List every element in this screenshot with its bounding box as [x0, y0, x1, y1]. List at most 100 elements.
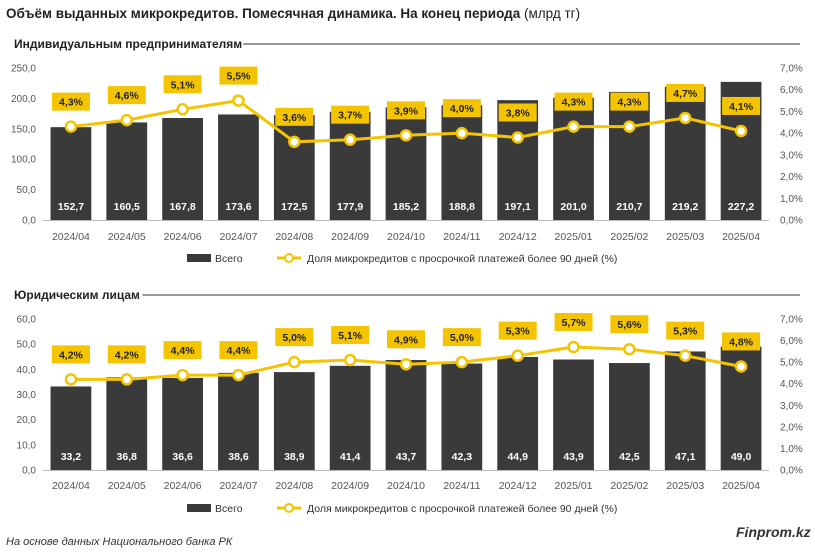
chart2-bar [162, 377, 203, 470]
chart2-share-label: 5,6% [617, 319, 642, 331]
chart1-share-point [511, 131, 524, 144]
chart1-share-label: 4,6% [115, 90, 140, 102]
chart2-x-tick-label: 2024/11 [443, 480, 480, 492]
chart1-y-tick-label: 0,0 [22, 216, 36, 227]
chart1-x-tick-label: 2024/10 [387, 231, 425, 243]
chart1-bar [664, 86, 706, 220]
chart2-bar-value-label: 44,9 [507, 451, 528, 463]
chart2-share-label-bg [554, 313, 593, 332]
chart2-share-label-bg [51, 345, 90, 364]
chart2-bar [609, 363, 650, 470]
chart1-share-label: 3,6% [282, 112, 307, 124]
chart1-bar [385, 107, 427, 220]
chart1-y2-tick-label: 0,0% [780, 216, 803, 227]
chart2-bar-value-label: 33,2 [61, 451, 82, 463]
chart2-bar [50, 386, 92, 470]
chart1-y2-tick-label: 2,0% [780, 172, 803, 183]
chart2-x-tick-label: 2025/01 [555, 480, 593, 492]
chart2-x-tick-label: 2024/06 [164, 480, 202, 492]
chart2-bar [441, 363, 483, 470]
chart2-x-tick-label: 2025/02 [610, 480, 648, 492]
chart2-share-point [399, 358, 413, 371]
chart2-share-label: 5,3% [506, 326, 531, 338]
chart2-bar [273, 372, 315, 470]
chart1-bar [50, 127, 92, 220]
chart2-share-point [343, 353, 357, 367]
chart1-share-label: 4,3% [562, 97, 587, 109]
chart2-legend-line-label: Доля микрокредитов с просрочкой платежей… [307, 503, 617, 515]
chart1-bar-value-label: 219,2 [672, 201, 698, 213]
chart1-share-point [678, 111, 692, 125]
chart1-x-tick-label: 2024/11 [443, 231, 480, 243]
chart2-share-point [64, 373, 78, 386]
chart2-bar-value-label: 42,3 [452, 451, 473, 463]
chart2-y-tick-label: 0,0 [22, 466, 36, 477]
chart1-legend-line-marker [284, 253, 294, 263]
chart2-share-label: 5,0% [450, 332, 475, 344]
chart2-y-tick-label: 10,0 [17, 440, 37, 451]
chart2-x-tick-label: 2025/03 [666, 480, 704, 492]
chart2-bar [664, 351, 706, 470]
chart2-bar [218, 372, 259, 470]
chart2-x-tick-label: 2024/12 [499, 480, 537, 492]
chart2-share-point [567, 340, 580, 354]
chart1-legend-bar-label: Всего [215, 253, 243, 265]
chart1-x-tick-label: 2024/05 [108, 231, 146, 243]
chart2-share-label: 4,2% [59, 349, 84, 361]
chart1-share-point [399, 129, 413, 142]
chart2-share-label: 4,4% [226, 345, 251, 357]
chart1-share-point [288, 135, 301, 149]
chart2-y2-tick-label: 7,0% [780, 315, 803, 326]
chart1-bar-value-label: 160,5 [114, 201, 140, 213]
chart2-bar-value-label: 38,6 [228, 451, 249, 463]
chart2-y2-tick-label: 6,0% [780, 336, 803, 347]
chart2-x-tick-label: 2024/05 [108, 480, 146, 492]
chart1-share-point [64, 120, 78, 133]
chart2-y-tick-label: 30,0 [17, 390, 37, 401]
chart2-bar [385, 360, 427, 470]
chart1-share-label: 4,7% [673, 88, 698, 100]
chart2-share-point [120, 373, 134, 386]
chart1-x-tick-label: 2025/02 [610, 231, 648, 243]
chart2-y2-tick-label: 0,0% [780, 466, 803, 477]
chart1-y2-tick-label: 4,0% [780, 129, 803, 140]
chart1-x-tick-label: 2024/12 [499, 231, 537, 243]
chart2-share-point [623, 342, 636, 356]
chart1-share-label: 5,5% [226, 71, 251, 83]
chart1-share-label-bg [387, 101, 425, 120]
chart1-bar [609, 91, 650, 220]
chart1-bar-value-label: 173,6 [225, 201, 251, 213]
chart1-bar-value-label: 210,7 [616, 201, 642, 213]
chart2-share-point [455, 355, 469, 369]
chart2-share-label-bg [442, 328, 481, 347]
chart1-bar-value-label: 152,7 [58, 201, 84, 213]
chart1-bar [162, 117, 203, 220]
chart2-bar-value-label: 38,9 [284, 451, 305, 463]
chart1-y-tick-label: 50,0 [17, 185, 37, 196]
page-title: Объём выданных микрокредитов. Помесячная… [6, 6, 580, 21]
chart1-share-point [623, 120, 636, 133]
chart2-share-label-bg [275, 328, 314, 347]
chart2-share-point [734, 360, 748, 373]
chart1-share-point [120, 113, 134, 127]
chart1-y-tick-label: 100,0 [11, 155, 36, 166]
chart1-share-label: 3,8% [506, 107, 531, 119]
chart1-bar-value-label: 167,8 [169, 201, 195, 213]
chart2-legend-line-marker [284, 503, 294, 513]
chart2-bar-value-label: 47,1 [675, 451, 696, 463]
chart2-share-label: 5,1% [338, 330, 363, 342]
title-unit: (млрд тг) [524, 6, 581, 21]
chart1-x-tick-label: 2024/04 [52, 231, 90, 243]
chart1-x-tick-label: 2024/07 [219, 231, 257, 243]
chart2-bar-value-label: 36,8 [117, 451, 138, 463]
chart2-bar [553, 359, 594, 470]
chart2-y-tick-label: 20,0 [17, 415, 37, 426]
chart2-share-label-bg [163, 341, 202, 360]
chart2-share-label: 4,4% [171, 345, 196, 357]
chart2-bar [329, 365, 371, 470]
chart2-x-tick-label: 2024/08 [275, 480, 313, 492]
chart1-x-tick-label: 2025/01 [555, 231, 593, 243]
chart1-bar-value-label: 185,2 [393, 201, 419, 213]
chart2-bar-value-label: 41,4 [340, 451, 361, 463]
chart2-bar [497, 357, 539, 470]
